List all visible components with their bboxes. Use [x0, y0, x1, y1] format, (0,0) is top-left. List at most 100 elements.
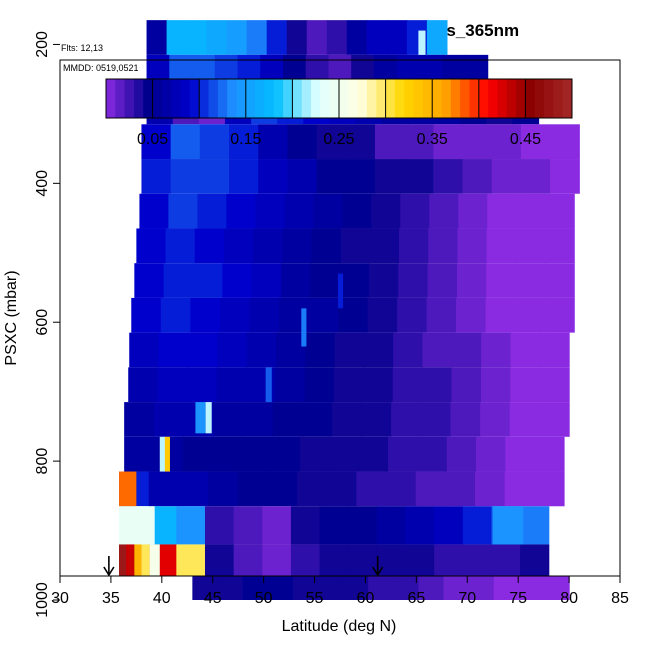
heatmap-cell [428, 228, 459, 264]
heatmap-cells [119, 20, 580, 600]
heatmap-cell [258, 159, 288, 194]
heatmap-cell [124, 436, 155, 472]
colorbar-swatch [292, 79, 303, 118]
colorbar-swatch [143, 79, 154, 118]
heatmap-cell [262, 506, 292, 545]
heatmap-cell [457, 228, 488, 264]
heatmap-cell [510, 367, 541, 403]
x-axis-label: Latitude (deg N) [282, 618, 397, 635]
heatmap-cell [510, 332, 541, 368]
x-tick-label: 40 [153, 590, 171, 607]
heatmap-cell [451, 332, 482, 368]
heatmap-cell [139, 193, 169, 229]
heatmap-cell [280, 263, 311, 298]
heatmap-cell [516, 193, 546, 229]
heatmap-cell [186, 20, 208, 55]
colorbar-swatch [115, 79, 126, 118]
heatmap-cell [376, 544, 407, 576]
heatmap-cell [368, 575, 394, 600]
colorbar-swatch [339, 79, 349, 118]
colorbar-swatch [404, 79, 415, 118]
y-tick-label: 400 [34, 170, 51, 197]
colorbar-swatch [506, 79, 517, 118]
colorbar-swatch [516, 79, 526, 118]
heatmap-cell [386, 471, 417, 507]
x-tick-label: 65 [407, 590, 425, 607]
colorbar-swatch [422, 79, 433, 118]
x-tick-label: 80 [560, 590, 578, 607]
heatmap-patch [119, 471, 137, 507]
heatmap-cell [491, 544, 521, 576]
heatmap-cell [371, 193, 401, 229]
heatmap-cell [534, 471, 565, 507]
heatmap-cell [153, 402, 185, 437]
heatmap-cell [267, 575, 294, 600]
colorbar-swatch [273, 79, 284, 118]
heatmap-cell [369, 228, 400, 264]
heatmap-cell [168, 193, 198, 229]
heatmap-cell [128, 367, 159, 403]
colorbar-swatch [376, 79, 387, 118]
heatmap-cell [491, 159, 522, 194]
heatmap-cell [386, 20, 408, 55]
heatmap-cell [199, 124, 230, 160]
heatmap-cell [217, 332, 248, 368]
heatmap-cell [141, 124, 172, 160]
heatmap-cell [422, 367, 453, 403]
colorbar-swatch [320, 79, 331, 118]
heatmap-cell [242, 402, 274, 437]
heatmap-cell [433, 159, 464, 194]
heatmap-cell [486, 263, 517, 298]
heatmap-cell [306, 20, 328, 55]
heatmap-cell [165, 228, 196, 264]
heatmap-cell [404, 124, 434, 160]
heatmap-cell [544, 228, 575, 264]
heatmap-cell [182, 436, 213, 472]
heatmap-cell [251, 263, 282, 298]
heatmap-patch [164, 436, 170, 472]
heatmap-cell [345, 159, 376, 194]
heatmap-cell [146, 20, 168, 55]
heatmap-cell [287, 124, 318, 160]
colorbar-swatch [283, 79, 293, 118]
heatmap-cell [515, 228, 546, 264]
heatmap-cell [237, 471, 268, 507]
heatmap-cell [462, 124, 493, 160]
heatmap-cell [418, 575, 445, 600]
heatmap-cell [129, 332, 160, 368]
heatmap-cell [391, 402, 422, 437]
x-tick-label: 35 [102, 590, 120, 607]
heatmap-cell [487, 193, 517, 229]
heatmap-cell [255, 193, 285, 229]
heatmap-cell [446, 436, 477, 472]
heatmap-cell [450, 402, 481, 437]
colorbar-swatch [469, 79, 480, 118]
heatmap-cell [539, 402, 570, 437]
colorbar-tick-label: 0.25 [323, 131, 354, 148]
heatmap-patch [126, 544, 135, 576]
x-tick-label: 50 [255, 590, 273, 607]
heatmap-cell [520, 544, 550, 576]
colorbar-swatch [199, 79, 210, 118]
heatmap-cell [422, 332, 453, 368]
heatmap-cell [417, 436, 448, 472]
heatmap-cell [368, 263, 399, 298]
latitude-markers [103, 556, 384, 577]
heatmap-cell [493, 575, 520, 600]
colorbar-swatch [488, 79, 498, 118]
heatmap-cell [486, 228, 517, 264]
heatmap-cell [329, 436, 360, 472]
heatmap-patch [149, 544, 160, 576]
colorbar-swatch [394, 79, 405, 118]
heatmap-cell [345, 124, 376, 160]
heatmap-cell [504, 471, 535, 507]
heatmap-cell [366, 20, 388, 55]
heatmap-cell [520, 159, 551, 194]
heatmap-patch [119, 506, 155, 545]
heatmap-cell [253, 228, 283, 264]
heatmap-patch [195, 402, 206, 434]
heatmap-cell [505, 436, 536, 472]
heatmap-cell [534, 436, 565, 472]
colorbar-swatch [245, 79, 256, 118]
colorbar-swatch [301, 79, 312, 118]
